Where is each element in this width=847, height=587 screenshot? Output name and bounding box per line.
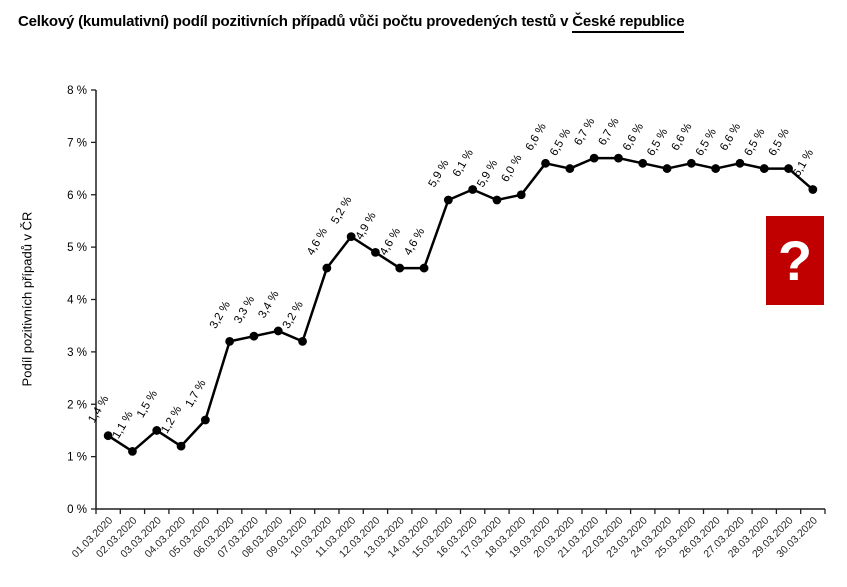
- data-point-label: 3,3 %: [232, 294, 257, 325]
- data-point: [638, 158, 648, 168]
- data-point: [273, 326, 283, 336]
- data-point-label: 1,1 %: [111, 409, 136, 440]
- y-tick-label: 1 %: [67, 452, 87, 464]
- data-point: [541, 158, 550, 168]
- y-tick-label: 6 %: [67, 190, 87, 202]
- data-point: [249, 331, 259, 341]
- chart-title-text: Celkový (kumulativní) podíl pozitivních …: [18, 13, 573, 30]
- data-point: [808, 185, 818, 194]
- data-point: [395, 263, 405, 273]
- y-tick-label: 2 %: [67, 399, 87, 411]
- data-point: [784, 164, 793, 173]
- data-point: [200, 415, 210, 425]
- question-mark: ?: [777, 228, 813, 292]
- data-point-label: 6,7 %: [572, 116, 597, 147]
- data-point: [152, 426, 162, 435]
- chart-title: Celkový (kumulativní) podíl pozitivních …: [18, 13, 685, 33]
- data-point: [468, 185, 478, 194]
- data-point-label: 1,7 %: [184, 378, 209, 409]
- y-tick-label: 4 %: [67, 295, 87, 307]
- data-point: [565, 164, 575, 173]
- data-point-label: 4,6 %: [378, 226, 403, 257]
- data-point-label: 6,6 %: [524, 121, 549, 152]
- data-point-label: 1,4 %: [86, 394, 111, 425]
- data-point: [589, 153, 599, 163]
- data-point: [686, 158, 696, 168]
- y-tick-label: 3 %: [67, 347, 87, 359]
- data-point: [614, 153, 623, 163]
- y-tick-label: 8 %: [67, 85, 87, 97]
- data-point: [322, 263, 332, 273]
- data-point-label: 6,6 %: [621, 121, 646, 152]
- data-point-label: 6,6 %: [718, 121, 743, 152]
- data-point-label: 6,0 %: [499, 153, 524, 184]
- data-point-label: 6,5 %: [742, 127, 767, 158]
- data-point-label: 3,4 %: [256, 289, 281, 320]
- data-point: [298, 337, 307, 346]
- data-point-label: 5,9 %: [427, 158, 452, 189]
- data-point: [371, 247, 380, 257]
- data-point-label: 3,2 %: [281, 299, 306, 330]
- data-point-label: 6,5 %: [645, 127, 670, 158]
- data-point-label: 4,6 %: [402, 226, 427, 257]
- data-point-label: 4,6 %: [305, 226, 330, 257]
- data-point-label: 1,5 %: [135, 388, 160, 419]
- y-tick-label: 5 %: [67, 242, 87, 254]
- data-point-label: 1,2 %: [159, 404, 184, 435]
- question-mark-box: ?: [766, 216, 824, 305]
- data-point: [176, 441, 186, 451]
- chart-title-underlined: České republice: [572, 13, 685, 33]
- data-point: [103, 431, 113, 441]
- data-point-label: 6,1 %: [451, 148, 476, 179]
- series-line: [107, 156, 814, 453]
- data-point: [346, 232, 356, 242]
- data-point: [443, 195, 453, 205]
- data-point-label: 6,5 %: [548, 127, 573, 158]
- data-point: [492, 195, 502, 205]
- data-point-label: 3,2 %: [208, 299, 233, 330]
- data-point: [711, 164, 721, 173]
- data-point: [759, 164, 769, 173]
- data-point: [419, 263, 429, 273]
- data-point-label: 4,9 %: [354, 210, 379, 241]
- data-point: [128, 446, 137, 456]
- data-point-label: 6,7 %: [597, 116, 622, 147]
- data-point: [735, 158, 745, 168]
- data-point: [225, 337, 235, 346]
- data-point-label: 6,5 %: [767, 127, 792, 158]
- y-tick-label: 7 %: [67, 137, 87, 149]
- y-tick-label: 0 %: [67, 504, 87, 516]
- data-point-label: 6,6 %: [670, 121, 695, 152]
- data-point-label: 6,5 %: [694, 127, 719, 158]
- data-point-label: 5,2 %: [329, 195, 354, 226]
- data-point-label: 5,9 %: [475, 158, 500, 189]
- data-point-label: 6,1 %: [791, 148, 816, 179]
- data-point: [662, 164, 672, 173]
- data-point: [516, 190, 526, 200]
